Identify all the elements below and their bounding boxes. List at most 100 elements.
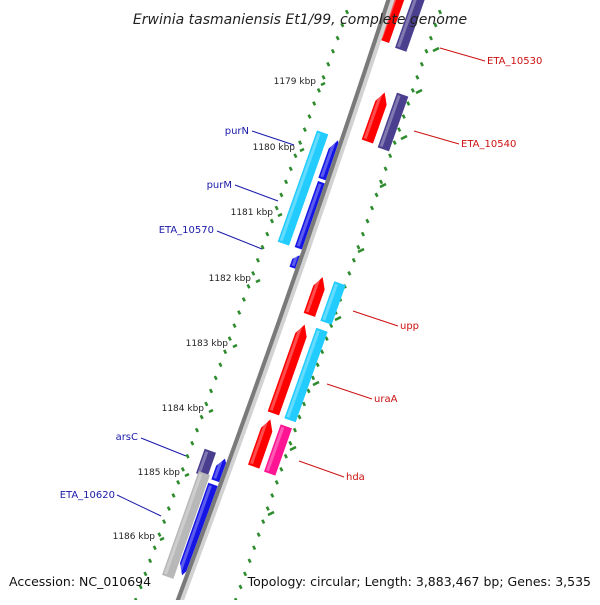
tick-dot xyxy=(321,74,326,80)
kbp-tick-2 xyxy=(299,147,305,153)
tick-dot xyxy=(406,101,411,106)
gene-uraa-highlight xyxy=(286,330,320,418)
tick-dot xyxy=(227,336,232,342)
gene-eta-10620[interactable] xyxy=(162,471,210,579)
kbp-label-4: 1182 kbp xyxy=(209,274,252,284)
outer-marker-9 xyxy=(267,510,275,517)
leader-purm xyxy=(234,184,279,202)
inner-tick-track xyxy=(133,9,350,603)
tick-dot xyxy=(340,22,345,28)
tick-dot xyxy=(288,166,293,172)
leader-upp xyxy=(352,310,399,327)
tick-dot xyxy=(424,48,429,54)
kbp-label-1: 1179 kbp xyxy=(274,77,317,87)
tick-dot xyxy=(306,388,311,394)
leader-hda xyxy=(298,460,345,478)
tick-dot xyxy=(269,218,275,224)
gene-arsc[interactable] xyxy=(196,448,216,478)
tick-marks xyxy=(133,9,443,603)
gene-label-purm[interactable]: purM xyxy=(207,180,232,191)
tick-dot xyxy=(335,35,340,41)
gene-eta-10620-blue-highlight xyxy=(178,485,212,573)
gene-label-eta-10540[interactable]: ETA_10540 xyxy=(461,139,516,150)
gene-hda-highlight xyxy=(266,426,285,472)
tick-dot xyxy=(324,336,329,342)
gene-uraa-red-shape xyxy=(267,324,307,416)
gene-eta-10530[interactable] xyxy=(395,0,433,52)
tick-dot xyxy=(315,362,320,368)
gene-label-eta-10530[interactable]: ETA_10530 xyxy=(487,56,542,67)
gene-hda-red-highlight xyxy=(250,419,269,465)
leader-eta-10570 xyxy=(216,230,263,250)
gene-eta-10620-shape xyxy=(162,471,210,579)
tick-dot xyxy=(166,506,171,511)
gene-eta-10530-highlight xyxy=(397,0,417,48)
tick-dot xyxy=(237,310,242,315)
gene-purn-shape xyxy=(277,130,329,246)
tick-dot xyxy=(288,440,293,446)
gene-label-uraa[interactable]: uraA xyxy=(374,394,398,405)
leader-uraa xyxy=(326,383,373,400)
leader-eta-10620 xyxy=(116,494,162,517)
gene-hda[interactable] xyxy=(264,424,292,476)
gene-purn-blue[interactable] xyxy=(318,140,340,182)
tick-dot xyxy=(419,61,424,67)
gene-label-hda[interactable]: hda xyxy=(346,472,365,483)
gene-label-eta-10570[interactable]: ETA_10570 xyxy=(159,225,214,236)
gene-eta-10530-shape xyxy=(395,0,425,52)
tick-dot xyxy=(298,140,303,146)
gene-uraa[interactable] xyxy=(284,327,328,423)
tick-dot xyxy=(369,205,375,211)
gene-eta-10540[interactable] xyxy=(361,92,387,144)
gene-eta-10540-shape xyxy=(361,92,387,144)
tick-dot xyxy=(297,414,302,420)
kbp-tick-7 xyxy=(184,472,190,478)
gene-purn[interactable] xyxy=(277,130,329,246)
gene-upp[interactable] xyxy=(320,281,346,325)
tick-dot xyxy=(270,493,275,498)
accession-text: Accession: NC_010694 xyxy=(9,574,151,589)
tick-dot xyxy=(162,519,167,524)
tick-dot xyxy=(356,244,361,250)
tick-dot xyxy=(176,480,181,485)
gene-eta-10620-blue[interactable] xyxy=(178,482,220,576)
tick-dot xyxy=(252,545,257,551)
tick-dot xyxy=(180,466,185,472)
gene-label-upp[interactable]: upp xyxy=(400,321,419,332)
gene-eta-10540-navy[interactable] xyxy=(377,92,409,152)
gene-purn-blue-highlight xyxy=(320,140,336,178)
tick-dot xyxy=(243,571,248,577)
tick-dot xyxy=(232,323,237,328)
tick-dot xyxy=(293,153,298,159)
tick-dot xyxy=(246,284,251,289)
tick-dot xyxy=(256,532,261,538)
tick-dot xyxy=(265,231,270,237)
kbp-label-8: 1186 kbp xyxy=(113,532,156,542)
gene-label-arsc[interactable]: arsC xyxy=(116,432,138,443)
tick-dot xyxy=(307,114,312,119)
tick-dot xyxy=(148,558,153,564)
outer-marker-2 xyxy=(415,88,423,95)
tick-dot xyxy=(260,244,265,250)
kbp-label-7: 1185 kbp xyxy=(138,468,181,478)
tick-dot xyxy=(190,440,195,446)
tick-dot xyxy=(379,179,384,185)
gene-label-eta-10620[interactable]: ETA_10620 xyxy=(60,490,115,501)
kbp-label-2: 1180 kbp xyxy=(253,143,296,153)
gene-upp-shape xyxy=(320,281,346,325)
gene-hda-red[interactable] xyxy=(248,419,273,469)
gene-arsc-blue-highlight xyxy=(213,459,223,479)
gene-upp-red-highlight xyxy=(305,277,321,313)
tick-dot xyxy=(388,153,393,159)
gene-uraa-red[interactable] xyxy=(267,324,307,416)
tick-dot xyxy=(312,101,317,106)
gene-purn-highlight xyxy=(279,132,321,242)
tick-dot xyxy=(410,88,415,93)
tick-dot xyxy=(171,493,176,498)
gene-label-purn[interactable]: purN xyxy=(225,126,249,137)
leader-purn xyxy=(251,130,295,146)
outer-marker-3 xyxy=(400,134,408,141)
gene-upp-red[interactable] xyxy=(303,277,325,317)
gene-eta-10570-highlight xyxy=(291,255,298,267)
